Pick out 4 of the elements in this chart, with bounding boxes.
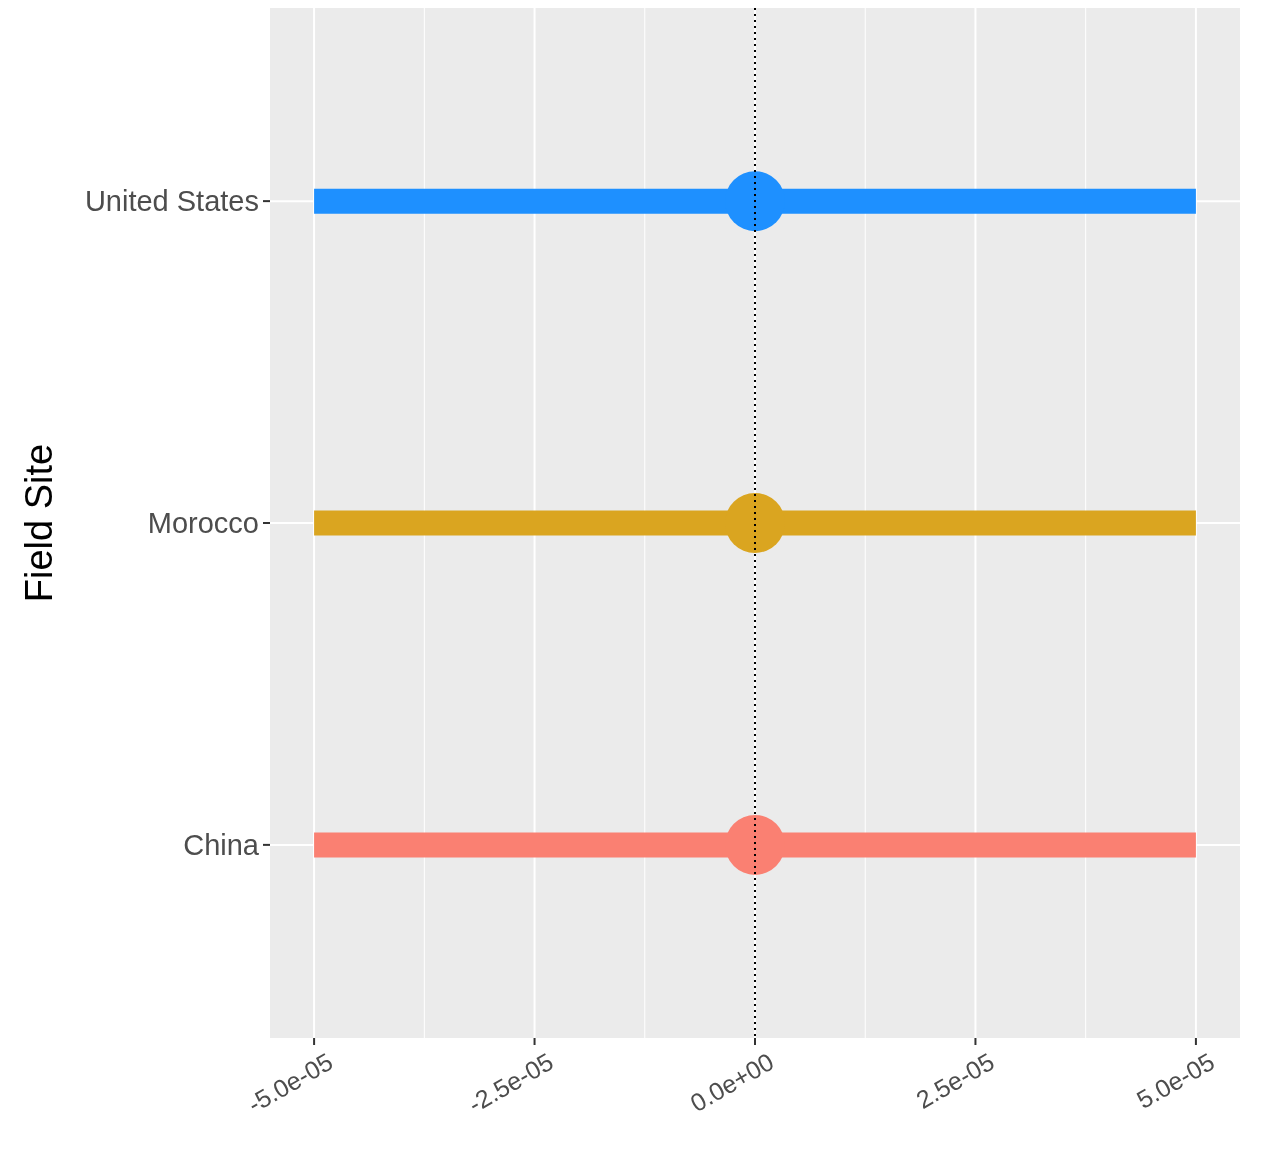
y-axis-title: Field Site <box>18 443 60 603</box>
y-tick-label: China <box>183 829 260 862</box>
y-tick-label: Morocco <box>147 507 259 540</box>
y-tick-label: United States <box>84 185 259 218</box>
